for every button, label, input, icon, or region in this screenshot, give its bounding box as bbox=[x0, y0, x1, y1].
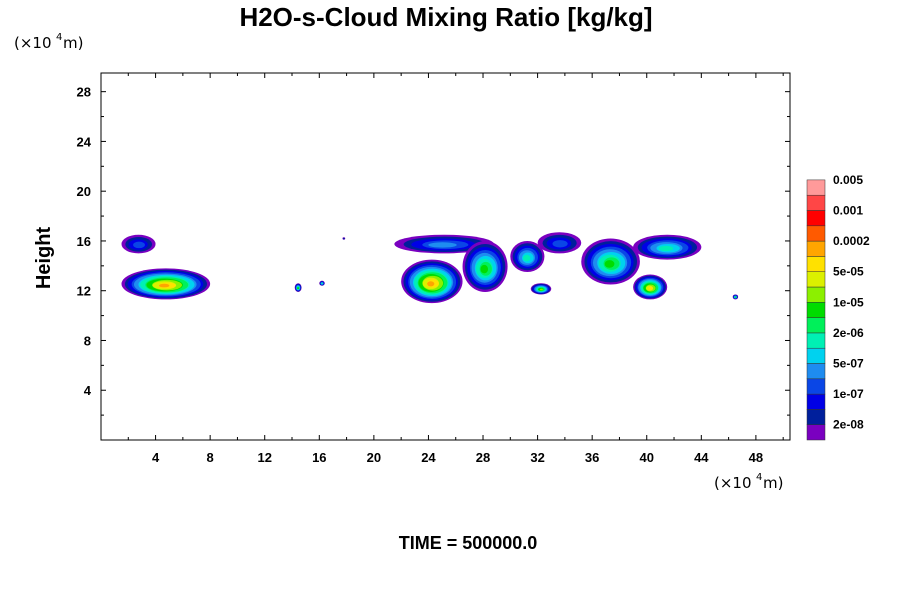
cloud-region bbox=[401, 259, 463, 304]
colorbar-swatch bbox=[806, 286, 826, 303]
colorbar-label: 0.005 bbox=[833, 173, 863, 187]
y-axis-label: Height bbox=[33, 227, 55, 290]
colorbar-label: 0.001 bbox=[833, 204, 863, 218]
colorbar-swatch bbox=[806, 332, 826, 349]
colorbar-swatch bbox=[806, 424, 826, 441]
y-unit-prefix: (×10 bbox=[14, 34, 52, 52]
colorbar-label: 1e-05 bbox=[833, 295, 864, 309]
colorbar-label: 0.0002 bbox=[833, 234, 870, 248]
cloud-contour bbox=[428, 242, 457, 248]
cloud-contour bbox=[552, 240, 568, 248]
cloud-contour bbox=[604, 260, 615, 268]
y-unit-suffix: m) bbox=[63, 34, 83, 52]
colorbar-label: 2e-08 bbox=[833, 418, 864, 432]
colorbar-label: 1e-07 bbox=[833, 387, 864, 401]
colorbar-swatch bbox=[806, 225, 826, 242]
x-tick-label: 48 bbox=[749, 450, 763, 465]
colorbar-swatch bbox=[806, 347, 826, 364]
x-tick-label: 24 bbox=[421, 450, 436, 465]
colorbar-swatch bbox=[806, 271, 826, 288]
y-unit-label: (×10 4 m) bbox=[14, 32, 83, 52]
cloud-region bbox=[294, 283, 302, 292]
colorbar-label: 5e-07 bbox=[833, 357, 864, 371]
cloud-contour bbox=[734, 296, 737, 298]
x-tick-label: 28 bbox=[476, 450, 490, 465]
cloud-region bbox=[530, 283, 552, 295]
y-tick-label: 28 bbox=[77, 85, 91, 100]
x-unit-prefix: (×10 bbox=[714, 474, 752, 492]
cloud-contour bbox=[342, 237, 345, 240]
time-label: TIME = 500000.0 bbox=[399, 533, 538, 553]
x-tick-label: 4 bbox=[152, 450, 160, 465]
x-unit-label: (×10 4 m) bbox=[714, 472, 783, 492]
colorbar-swatch bbox=[806, 393, 826, 410]
cloud-region bbox=[342, 237, 346, 240]
y-tick-label: 20 bbox=[77, 184, 91, 199]
y-tick-label: 24 bbox=[77, 134, 92, 149]
y-unit-exponent: 4 bbox=[56, 32, 62, 43]
x-unit-suffix: m) bbox=[763, 474, 783, 492]
cloud-contour bbox=[158, 283, 170, 288]
cloud-contour bbox=[648, 286, 653, 290]
cloud-region bbox=[319, 280, 325, 286]
cloud-contour bbox=[523, 254, 531, 262]
y-tick-label: 16 bbox=[77, 234, 91, 249]
cloud-contour bbox=[658, 245, 674, 252]
cloud-region bbox=[633, 234, 702, 260]
cloud-contour bbox=[539, 288, 543, 291]
colorbar-swatch bbox=[806, 210, 826, 227]
colorbar-label: 5e-05 bbox=[833, 265, 864, 279]
cloud-region bbox=[121, 268, 211, 300]
plot-frame bbox=[100, 72, 791, 441]
cloud-contour bbox=[427, 281, 435, 287]
cloud-region bbox=[510, 240, 545, 273]
x-tick-label: 16 bbox=[312, 450, 326, 465]
x-tick-label: 40 bbox=[640, 450, 654, 465]
y-tick-label: 8 bbox=[84, 333, 91, 348]
colorbar-swatch bbox=[806, 240, 826, 257]
x-tick-label: 32 bbox=[530, 450, 544, 465]
colorbar-swatch bbox=[806, 179, 826, 196]
chart-title: H2O-s-Cloud Mixing Ratio [kg/kg] bbox=[239, 2, 652, 32]
colorbar-swatch bbox=[806, 194, 826, 211]
colorbar-swatch bbox=[806, 256, 826, 272]
cloud-region bbox=[462, 240, 508, 292]
colorbar-swatch bbox=[806, 378, 826, 395]
cloud-contour bbox=[320, 282, 323, 285]
colorbar-swatch bbox=[806, 363, 826, 380]
cloud-region bbox=[581, 238, 640, 285]
colorbar-swatch bbox=[806, 302, 826, 318]
cloud-region bbox=[633, 274, 668, 300]
x-tick-label: 20 bbox=[367, 450, 381, 465]
x-tick-label: 44 bbox=[694, 450, 709, 465]
cloud-contour bbox=[297, 287, 300, 289]
cloud-region bbox=[732, 294, 739, 300]
colorbar-swatch bbox=[806, 409, 826, 425]
cloud-region bbox=[537, 232, 582, 254]
colorbar-swatch bbox=[806, 317, 826, 334]
cloud-contour bbox=[480, 264, 489, 274]
colorbar: 2e-08 1e-07 5e-07 2e-06 1e-05 5e-05 0.0002 0.00… bbox=[806, 173, 870, 441]
colorbar-label: 2e-06 bbox=[833, 326, 864, 340]
x-unit-exponent: 4 bbox=[756, 472, 762, 483]
x-tick-label: 12 bbox=[257, 450, 271, 465]
y-tick-label: 12 bbox=[77, 284, 91, 299]
x-tick-label: 8 bbox=[207, 450, 214, 465]
cloud-contour bbox=[133, 241, 145, 249]
x-tick-label: 36 bbox=[585, 450, 599, 465]
plot-area bbox=[121, 232, 739, 304]
y-tick-label: 4 bbox=[84, 383, 92, 398]
cloud-region bbox=[121, 234, 156, 254]
